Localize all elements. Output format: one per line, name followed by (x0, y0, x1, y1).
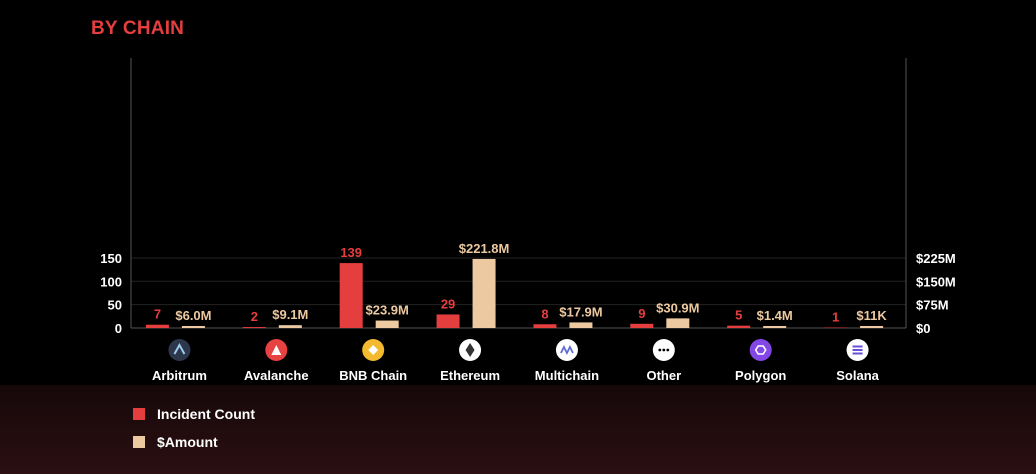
other-dots-icon (652, 339, 675, 361)
y-axis-right-ticks: $0 $75M $150M $225M (916, 251, 956, 336)
y-right-tick-75: $75M (916, 298, 949, 313)
bar-incident-count-avalanche (242, 327, 266, 328)
category-label-other: Other (646, 368, 681, 383)
bar-amount-avalanche (278, 325, 302, 328)
category-label-bnb-chain: BNB Chain (339, 368, 407, 383)
bnb-logo-icon-mark (368, 345, 379, 355)
category-label-polygon: Polygon (735, 368, 786, 383)
polygon-logo-icon-mark (754, 345, 767, 355)
bnb-logo-icon (362, 339, 385, 361)
bar-label-amount-solana: $11K (856, 308, 887, 323)
bar-incident-count-ethereum (436, 314, 460, 328)
bar-amount-bnb-chain (375, 320, 399, 328)
y-left-tick-0: 0 (115, 321, 122, 336)
legend-item-amount[interactable]: $Amount (133, 434, 218, 450)
category-label-avalanche: Avalanche (244, 368, 309, 383)
bar-label-incident-count-other: 9 (638, 306, 645, 321)
avalanche-logo-icon-mark (271, 345, 282, 355)
other-dots-icon-dot-2 (666, 348, 670, 352)
bar-amount-solana (860, 326, 884, 328)
bar-label-incident-count-arbitrum: 7 (154, 307, 161, 322)
category-icons (168, 339, 869, 361)
bar-label-incident-count-polygon: 5 (735, 308, 742, 323)
ethereum-logo-icon (459, 339, 482, 361)
multichain-logo-icon (555, 339, 578, 361)
bar-label-amount-bnb-chain: $23.9M (366, 303, 409, 318)
ethereum-logo-icon-mark (465, 343, 475, 357)
y-left-tick-50: 50 (108, 298, 122, 313)
solana-logo-icon-bar-2 (852, 352, 863, 355)
bar-label-amount-polygon: $1.4M (757, 308, 793, 323)
bar-label-incident-count-ethereum: 29 (441, 296, 455, 311)
bar-label-incident-count-solana: 1 (832, 310, 839, 325)
y-right-tick-150: $150M (916, 274, 956, 289)
avalanche-logo-icon (265, 339, 288, 361)
category-label-solana: Solana (836, 368, 879, 383)
multichain-logo-icon-bg (555, 339, 578, 361)
bar-label-amount-multichain: $17.9M (559, 304, 602, 319)
multichain-logo-icon-mark (560, 344, 574, 356)
polygon-logo-icon-bg (749, 339, 772, 361)
legend-swatch-incident-count (133, 408, 145, 420)
bars (145, 258, 884, 328)
solana-logo-icon (846, 339, 869, 361)
bar-label-incident-count-bnb-chain: 139 (340, 245, 362, 260)
bar-incident-count-multichain (533, 324, 557, 328)
legend-swatch-amount (133, 436, 145, 448)
bar-amount-multichain (569, 322, 593, 328)
grid-lines (131, 257, 906, 306)
solana-logo-icon-bar-1 (852, 349, 863, 351)
arbitrum-logo-icon-bg (168, 339, 191, 361)
arbitrum-logo-icon (168, 339, 191, 361)
legend-label-incident-count: Incident Count (157, 406, 255, 422)
category-labels: Arbitrum Avalanche BNB Chain Ethereum Multic… (152, 368, 880, 383)
category-label-arbitrum: Arbitrum (152, 368, 207, 383)
bar-incident-count-polygon (727, 325, 751, 328)
bar-amount-other (666, 318, 690, 328)
bar-label-incident-count-avalanche: 2 (251, 309, 258, 324)
legend-item-incident-count[interactable]: Incident Count (133, 406, 255, 422)
bar-chart: 0 50 100 150 $0 $75M $150M $225M 7 $6.0M 2 $9.1M 1… (100, 58, 956, 383)
bar-incident-count-other (630, 323, 654, 328)
axes (130, 58, 907, 329)
bar-incident-count-bnb-chain (339, 263, 363, 328)
y-right-tick-0: $0 (916, 321, 930, 336)
category-label-multichain: Multichain (535, 368, 599, 383)
other-dots-icon-dot-1 (662, 348, 666, 352)
bar-label-amount-avalanche: $9.1M (272, 307, 308, 322)
arbitrum-logo-icon-mark (173, 342, 186, 355)
bar-label-amount-ethereum: $221.8M (459, 241, 510, 256)
bar-label-incident-count-multichain: 8 (541, 306, 548, 321)
bar-amount-polygon (763, 326, 787, 328)
bar-incident-count-arbitrum (145, 324, 169, 328)
legend-area (0, 385, 1036, 474)
y-axis-left-ticks: 0 50 100 150 (100, 251, 122, 336)
y-right-tick-225: $225M (916, 251, 956, 266)
category-label-ethereum: Ethereum (440, 368, 500, 383)
bar-amount-ethereum (472, 258, 496, 328)
bar-amount-arbitrum (181, 326, 205, 328)
solana-logo-icon-bar-0 (852, 345, 863, 348)
y-left-tick-100: 100 (100, 274, 122, 289)
y-left-tick-150: 150 (100, 251, 122, 266)
bar-labels: 7 $6.0M 2 $9.1M 139 $23.9M 29 $221.8M 8 $17.9M 9 $3… (154, 241, 888, 325)
bar-label-amount-arbitrum: $6.0M (175, 308, 211, 323)
other-dots-icon-dot-0 (658, 348, 662, 352)
legend-label-amount: $Amount (157, 434, 218, 450)
polygon-logo-icon (749, 339, 772, 361)
bar-label-amount-other: $30.9M (656, 300, 699, 315)
chart-title: BY CHAIN (91, 18, 185, 39)
